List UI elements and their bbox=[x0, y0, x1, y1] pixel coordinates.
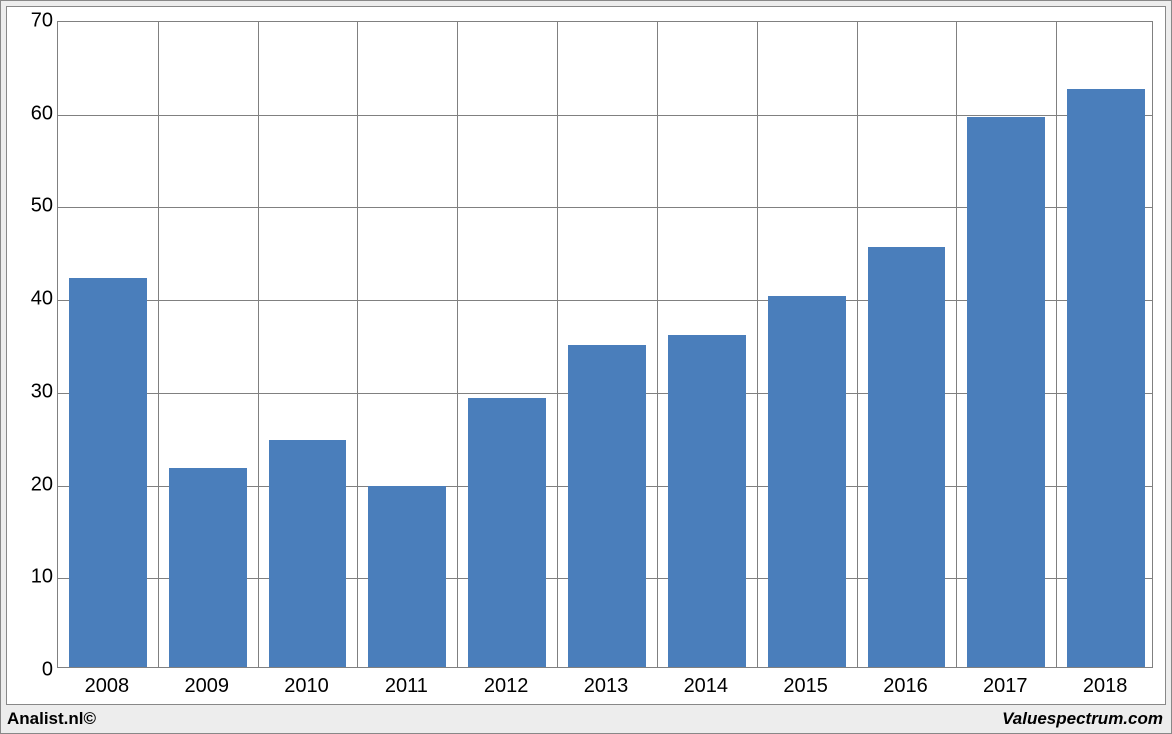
bar bbox=[568, 345, 646, 667]
y-tick-label: 10 bbox=[19, 566, 53, 589]
y-tick-label: 30 bbox=[19, 380, 53, 403]
gridline-vertical bbox=[258, 22, 259, 667]
y-tick-label: 40 bbox=[19, 288, 53, 311]
bar bbox=[69, 278, 147, 667]
gridline-vertical bbox=[1056, 22, 1057, 667]
x-tick-label: 2011 bbox=[385, 675, 428, 698]
gridline-horizontal bbox=[58, 115, 1152, 116]
gridline-vertical bbox=[357, 22, 358, 667]
chart-outer-frame: 0 10 20 30 40 50 60 70 2008 2009 2010 2011 2012 2013 2… bbox=[0, 0, 1172, 734]
gridline-vertical bbox=[956, 22, 957, 667]
bar bbox=[269, 440, 347, 667]
gridline-vertical bbox=[657, 22, 658, 667]
x-tick-label: 2010 bbox=[284, 675, 329, 698]
bar bbox=[468, 398, 546, 667]
x-tick-label: 2012 bbox=[484, 675, 529, 698]
bar bbox=[868, 247, 946, 667]
gridline-vertical bbox=[557, 22, 558, 667]
gridline-vertical bbox=[158, 22, 159, 667]
plot-area bbox=[57, 21, 1153, 668]
credit-left: Analist.nl© bbox=[7, 709, 96, 729]
y-tick-label: 20 bbox=[19, 473, 53, 496]
credit-right: Valuespectrum.com bbox=[1002, 709, 1163, 729]
bar bbox=[768, 296, 846, 667]
chart-inner-frame: 0 10 20 30 40 50 60 70 2008 2009 2010 2011 2012 2013 2… bbox=[6, 6, 1166, 705]
bar bbox=[368, 486, 446, 667]
x-tick-label: 2018 bbox=[1083, 675, 1128, 698]
gridline-vertical bbox=[457, 22, 458, 667]
x-tick-label: 2013 bbox=[584, 675, 629, 698]
bar bbox=[967, 117, 1045, 667]
bar bbox=[668, 335, 746, 667]
x-tick-label: 2009 bbox=[184, 675, 229, 698]
x-tick-label: 2014 bbox=[684, 675, 729, 698]
gridline-vertical bbox=[757, 22, 758, 667]
gridline-vertical bbox=[857, 22, 858, 667]
bar bbox=[1067, 89, 1145, 667]
y-tick-label: 60 bbox=[19, 102, 53, 125]
x-tick-label: 2017 bbox=[983, 675, 1028, 698]
y-tick-label: 0 bbox=[19, 659, 53, 682]
y-tick-label: 70 bbox=[19, 10, 53, 33]
x-tick-label: 2008 bbox=[85, 675, 130, 698]
x-tick-label: 2016 bbox=[883, 675, 928, 698]
bar bbox=[169, 468, 247, 667]
y-tick-label: 50 bbox=[19, 195, 53, 218]
x-tick-label: 2015 bbox=[783, 675, 828, 698]
